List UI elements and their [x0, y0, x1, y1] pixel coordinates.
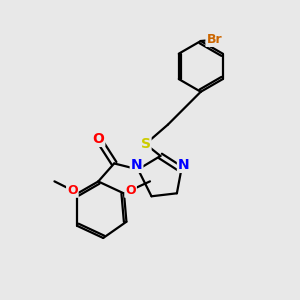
Text: O: O	[125, 184, 136, 197]
Text: S: S	[140, 137, 151, 151]
Text: N: N	[131, 158, 142, 172]
Text: O: O	[92, 132, 104, 146]
Text: N: N	[178, 158, 190, 172]
Text: O: O	[67, 184, 78, 197]
Text: Br: Br	[206, 33, 222, 46]
